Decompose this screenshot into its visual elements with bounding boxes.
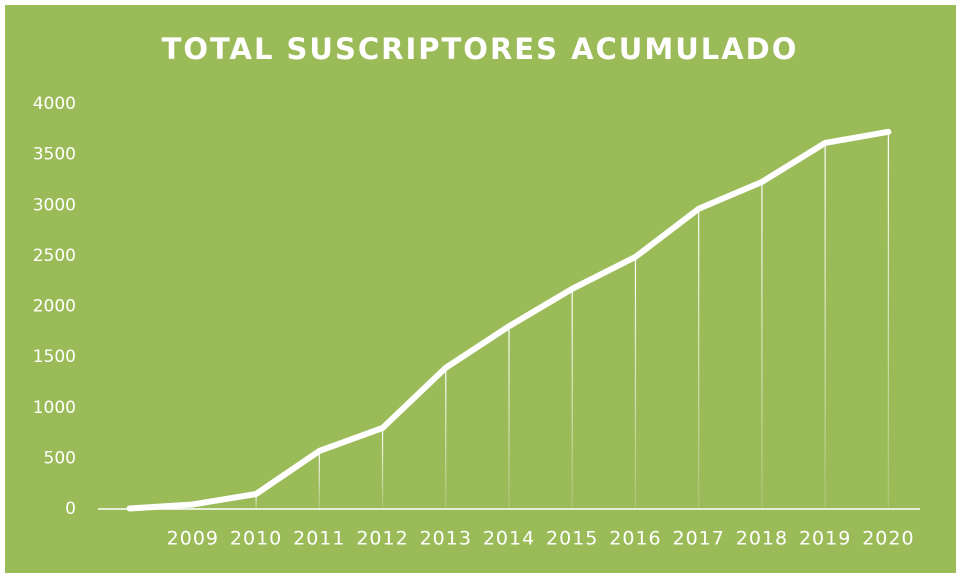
x-tick-label: 2012 [356,528,408,550]
chart-title: TOTAL SUSCRIPTORES ACUMULADO [162,32,799,66]
drop-line [761,181,763,509]
drop-line [445,367,447,509]
y-tick-label: 2000 [33,297,76,317]
y-tick-label: 1000 [33,398,76,418]
x-tick-label: 2016 [609,528,661,550]
y-tick-label: 500 [44,448,76,468]
x-tick-label: 2014 [483,528,535,550]
x-tick-label: 2009 [167,528,219,550]
y-tick-label: 1500 [33,347,76,367]
x-tick-label: 2011 [293,528,345,550]
drop-line [634,256,637,509]
x-tick-label: 2020 [862,528,914,550]
x-tick-label: 2018 [736,528,788,550]
drop-line [255,494,257,509]
drop-line [381,428,384,509]
drop-line [887,131,889,509]
y-tick-label: 4000 [33,94,76,114]
chart-background [5,5,956,573]
x-tick-label: 2013 [420,528,472,550]
drop-line [824,142,826,509]
x-tick-label: 2010 [230,528,282,550]
drop-line [571,288,573,509]
drop-line [318,450,320,509]
y-tick-label: 3500 [33,145,76,165]
y-tick-label: 2500 [33,246,76,266]
x-tick-label: 2017 [673,528,725,550]
data-line [126,128,892,512]
x-tick-label: 2015 [546,528,598,550]
drop-line [698,208,700,509]
y-tick-label: 0 [65,499,76,519]
y-tick-label: 3000 [33,195,76,215]
x-tick-label: 2019 [799,528,851,550]
drop-line [508,326,510,509]
